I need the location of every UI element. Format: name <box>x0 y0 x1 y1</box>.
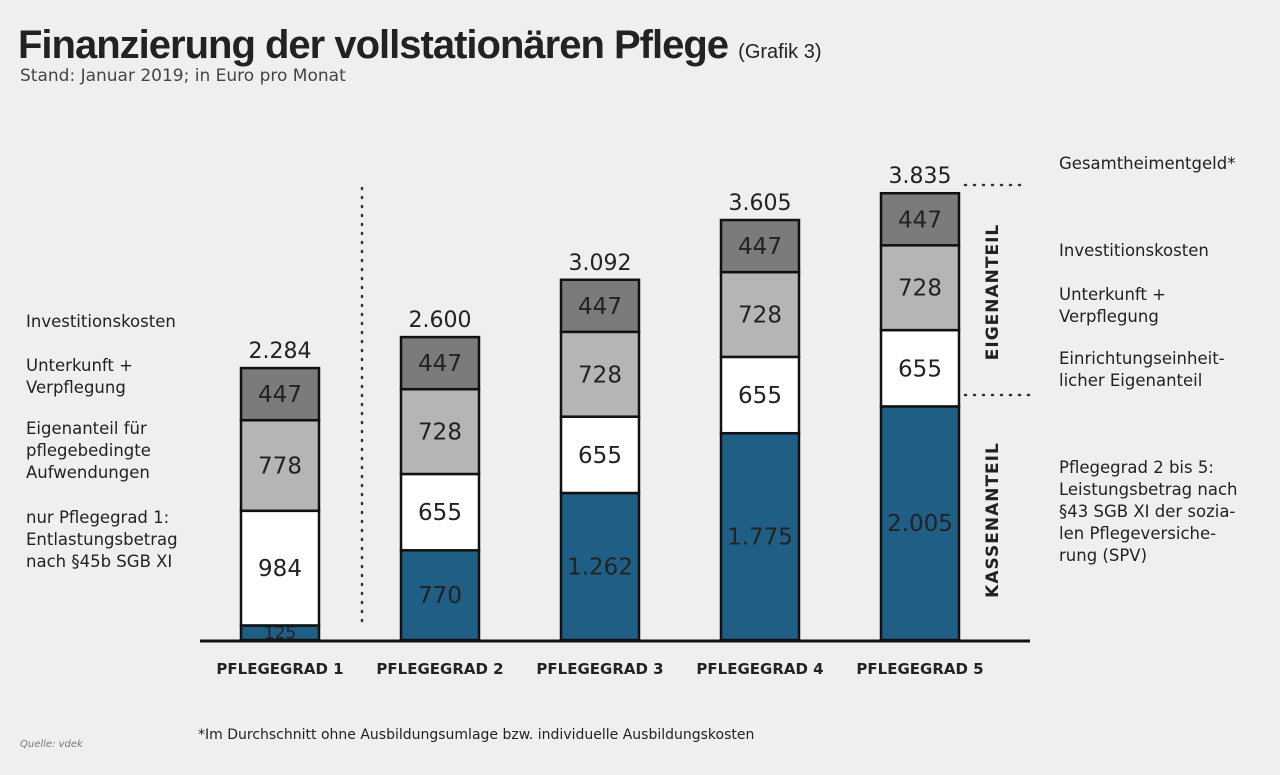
data-label: 655 <box>738 383 782 409</box>
total-label: 3.092 <box>569 251 632 276</box>
annotation: licher Eigenanteil <box>1059 371 1202 390</box>
x-tick-label: PFLEGEGRAD 4 <box>696 660 823 678</box>
bar-segment <box>399 472 481 552</box>
annotation: Verpflegung <box>1059 307 1159 326</box>
bar-segment <box>559 415 641 495</box>
annotation: Entlastungsbetrag <box>26 530 178 549</box>
annotation: nur Pflegegrad 1: <box>26 508 169 527</box>
data-label: 447 <box>578 294 622 320</box>
annotation: Verpflegung <box>26 378 126 397</box>
x-tick-label: PFLEGEGRAD 1 <box>216 660 343 678</box>
bar-segment <box>879 191 961 247</box>
annotation: pflegebedingte <box>26 441 151 460</box>
annotation: Aufwendungen <box>26 463 150 482</box>
bar-segment <box>719 431 801 642</box>
footnote: *Im Durchschnitt ohne Ausbildungsumlage … <box>198 727 754 743</box>
data-label: 984 <box>258 556 302 582</box>
data-label: 447 <box>258 382 302 408</box>
annotation: Pflegegrad 2 bis 5: <box>1059 458 1214 477</box>
annotation: len Pflegeversiche- <box>1059 524 1216 543</box>
x-tick-label: PFLEGEGRAD 3 <box>536 660 663 678</box>
chart-title-line: Finanzierung der vollstationären Pflege … <box>18 23 822 67</box>
bar-segment <box>239 366 321 422</box>
bar-segment <box>719 218 801 274</box>
side-label: KASSENANTEIL <box>983 442 1003 598</box>
data-label: 447 <box>418 351 462 377</box>
bar-segment <box>399 387 481 476</box>
data-label: 655 <box>578 443 622 469</box>
bar-segment <box>559 278 641 334</box>
total-label: 2.284 <box>249 339 312 364</box>
data-label: 728 <box>578 362 622 388</box>
data-label: 770 <box>418 583 462 609</box>
annotation: nach §45b SGB XI <box>26 552 172 571</box>
bar-segment <box>719 355 801 435</box>
chart-number: (Grafik 3) <box>738 41 821 63</box>
x-tick-label: PFLEGEGRAD 2 <box>376 660 503 678</box>
x-tick-label: PFLEGEGRAD 5 <box>856 660 983 678</box>
data-label: 728 <box>418 420 462 446</box>
annotation: Unterkunft + <box>1059 285 1166 304</box>
annotation: Unterkunft + <box>26 356 133 375</box>
side-label: EIGENANTEIL <box>983 224 1003 360</box>
total-label: 3.605 <box>729 191 792 216</box>
annotation: §43 SGB XI der sozia- <box>1059 502 1235 521</box>
annotation: rung (SPV) <box>1059 546 1147 565</box>
bar-segment <box>879 405 961 642</box>
bar-segment <box>559 330 641 418</box>
annotation: Investitionskosten <box>1059 241 1209 260</box>
total-label: 3.835 <box>889 164 952 189</box>
annotation: Leistungsbetrag nach <box>1059 480 1238 499</box>
total-label: 2.600 <box>409 308 472 333</box>
data-label: 1.775 <box>727 525 793 551</box>
chart-title: Finanzierung der vollstationären Pflege <box>18 23 728 67</box>
annotation: Gesamtheimentgeld* <box>1059 154 1235 173</box>
data-label: 1.262 <box>567 554 633 580</box>
bar-segment <box>879 328 961 408</box>
annotation: Einrichtungseinheit- <box>1059 349 1225 368</box>
data-label: 655 <box>418 500 462 526</box>
bar-segment <box>399 549 481 642</box>
data-label: 447 <box>738 234 782 260</box>
data-label: 2.005 <box>887 511 953 537</box>
annotation: Eigenanteil für <box>26 419 147 438</box>
data-label: 778 <box>258 453 302 479</box>
data-label: 447 <box>898 207 942 233</box>
data-label: 728 <box>898 276 942 302</box>
data-label: 728 <box>738 302 782 328</box>
chart-subtitle: Stand: Januar 2019; in Euro pro Monat <box>20 66 346 86</box>
data-label: 655 <box>898 356 942 382</box>
bar-segment <box>399 335 481 391</box>
data-label: 125 <box>264 624 296 644</box>
annotation: Investitionskosten <box>26 312 176 331</box>
source: Quelle: vdek <box>20 739 84 750</box>
